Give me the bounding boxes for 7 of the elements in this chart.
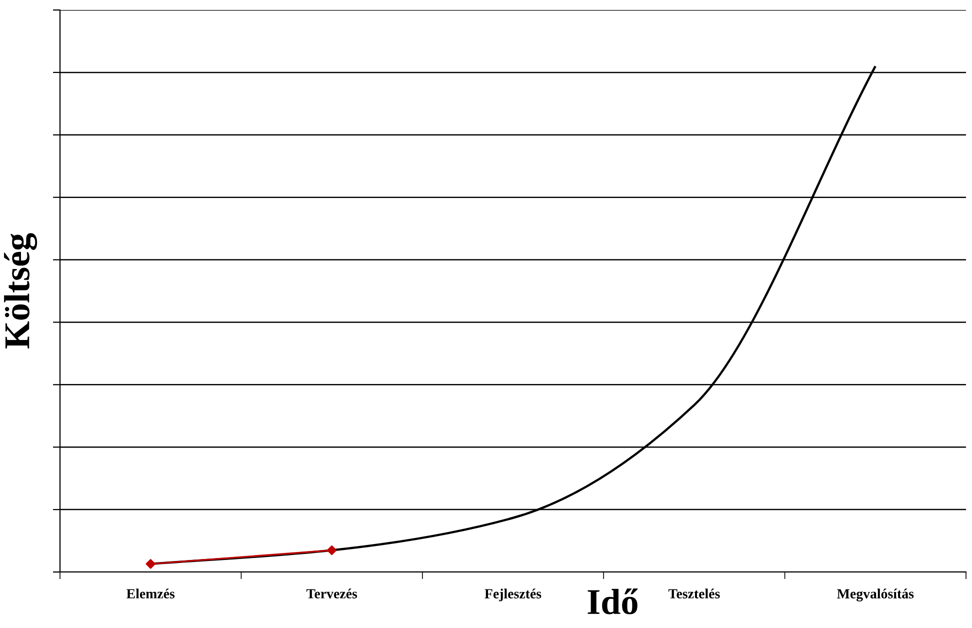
x-tick-label: Tesztelés — [668, 588, 720, 598]
y-axis-title: Költség — [4, 233, 38, 349]
x-tick-label: Tervezés — [306, 588, 358, 598]
x-tick-label: Megvalósítás — [837, 588, 914, 602]
x-axis-title: Idő — [588, 588, 638, 614]
x-tick-label: Elemzés — [126, 588, 175, 598]
x-tick-label: Fejlesztés — [484, 588, 542, 602]
